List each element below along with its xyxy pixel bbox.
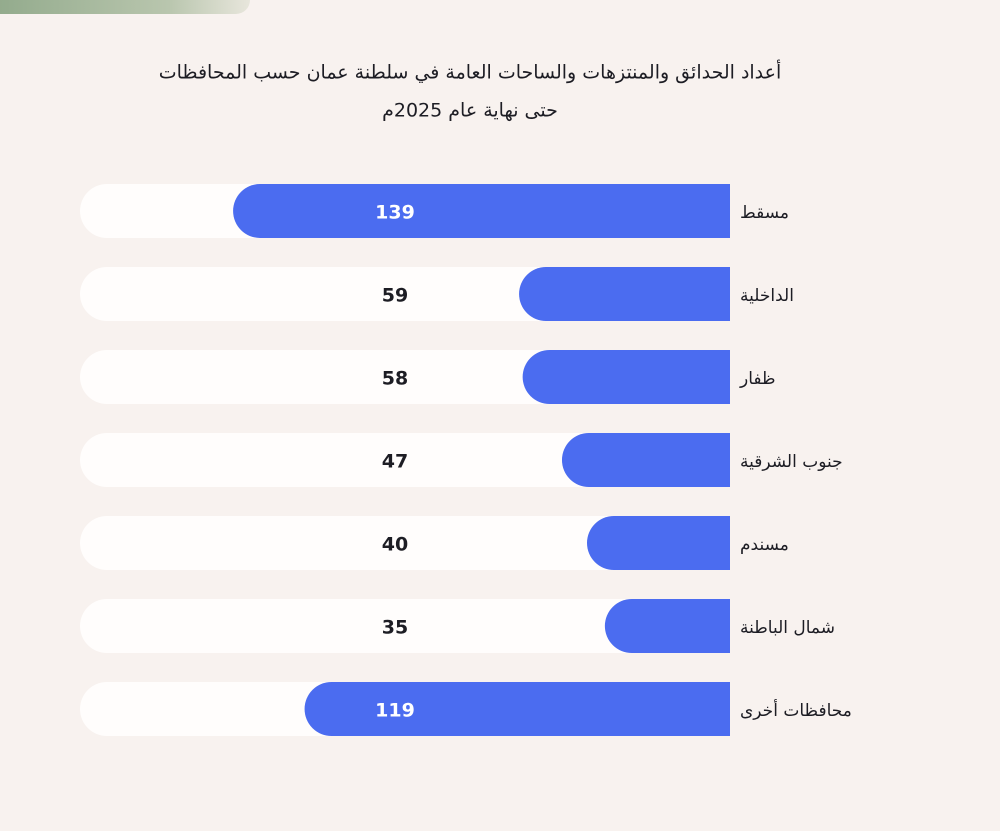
category-label: مسقط <box>740 203 789 223</box>
value-label: 139 <box>375 202 415 224</box>
category-label: محافظات أخرى <box>740 699 852 721</box>
bar-track <box>80 599 730 653</box>
bar-track <box>80 516 730 570</box>
value-label: 58 <box>382 368 408 390</box>
bar <box>561 433 730 487</box>
bar <box>522 350 730 404</box>
category-label: الداخلية <box>740 286 794 306</box>
bar <box>233 184 730 238</box>
chart-subtitle: حتى نهاية عام 2025م <box>382 100 558 122</box>
chart-title: أعداد الحدائق والمنتزهات والساحات العامة… <box>159 60 782 84</box>
category-label: شمال الباطنة <box>740 618 835 638</box>
category-label: جنوب الشرقية <box>740 452 843 472</box>
category-label: ظفار <box>739 369 776 389</box>
value-label: 59 <box>382 285 408 307</box>
header-image <box>0 0 250 14</box>
bar <box>304 682 730 736</box>
value-label: 35 <box>382 617 408 639</box>
category-label: مسندم <box>740 535 789 555</box>
bar <box>604 599 730 653</box>
value-label: 119 <box>375 700 415 722</box>
value-label: 47 <box>382 451 408 473</box>
value-label: 40 <box>382 534 408 556</box>
bar <box>587 516 730 570</box>
bar <box>519 267 730 321</box>
